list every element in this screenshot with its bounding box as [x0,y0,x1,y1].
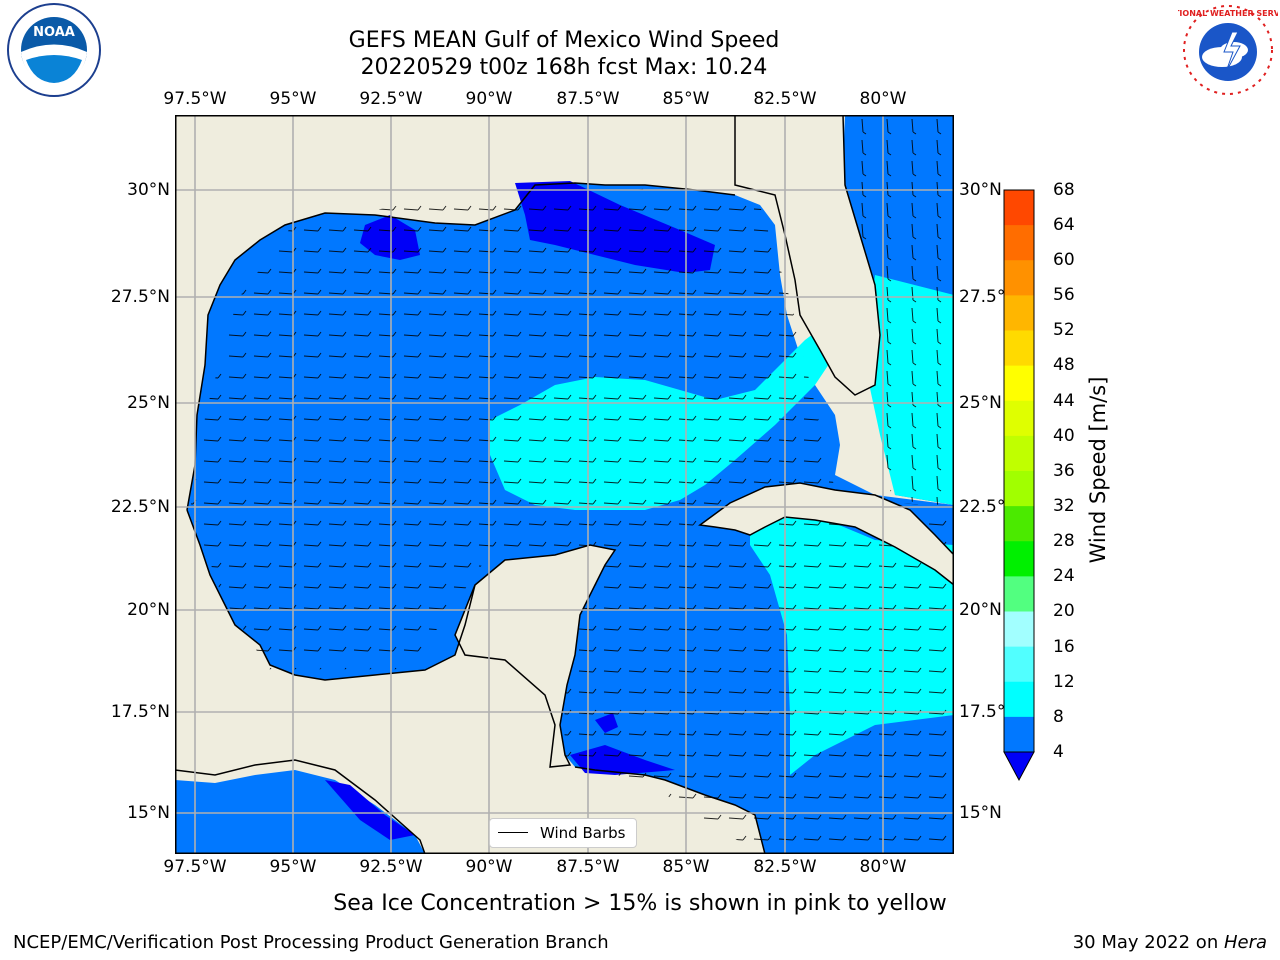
noaa-logo: NOAA [7,3,101,97]
lat-tick-left: 17.5°N [110,702,170,722]
colorbar-band [1004,260,1034,296]
lon-tick-top: 80°W [859,89,907,109]
lat-tick-left: 30°N [127,180,170,200]
lon-tick-top: 85°W [662,89,710,109]
lat-tick-right: 15°N [959,803,1002,823]
colorbar-band [1004,576,1034,612]
lon-tick-top: 90°W [465,89,513,109]
colorbar-band [1004,225,1034,261]
colorbar-tick: 60 [1053,250,1075,270]
lat-tick-left: 27.5°N [110,287,170,307]
cuba-island [698,482,954,586]
colorbar-band [1004,681,1034,718]
map-legend: Wind Barbs [489,818,637,848]
lat-tick-left: 20°N [127,600,170,620]
footer-credit: NCEP/EMC/Verification Post Processing Pr… [13,932,609,953]
colorbar-band [1004,541,1034,577]
colorbar-band [1004,611,1034,648]
colorbar-band [1004,506,1034,542]
lon-tick-top: 97.5°W [163,89,227,109]
chart-subtitle: 20220529 t00z 168h fcst Max: 10.24 [360,55,768,80]
lon-tick-bottom: 87.5°W [556,857,620,877]
noaa-logo-text: NOAA [33,25,75,40]
lon-tick-bottom: 82.5°W [753,857,817,877]
colorbar-tick: 12 [1053,672,1075,692]
footer-date-text: 30 May 2022 on [1072,932,1224,953]
lat-tick-left: 22.5°N [110,497,170,517]
colorbar-tick: 44 [1053,391,1075,411]
sea-ice-caption: Sea Ice Concentration > 15% is shown in … [333,891,947,916]
colorbar-band [1004,365,1034,402]
lon-tick-top: 82.5°W [753,89,817,109]
colorbar-band [1004,190,1034,226]
lat-tick-right: 30°N [959,180,1002,200]
lat-tick-right: 17.5°N [959,702,1019,722]
footer-host: Hera [1223,932,1267,953]
footer-date: 30 May 2022 on Hera [1000,932,1267,954]
colorbar-tick: 24 [1053,566,1075,586]
colorbar-band [1004,471,1034,507]
colorbar-tick: 16 [1053,637,1075,657]
lon-tick-bottom: 85°W [662,857,710,877]
lat-tick-left: 15°N [127,803,170,823]
mexico-coastline [186,509,476,681]
nws-logo-text: NATIONAL WEATHER SERVICE [1178,9,1278,18]
lon-tick-bottom: 92.5°W [359,857,423,877]
weak-wind-pacific [325,780,415,840]
colorbar-band [1004,400,1034,437]
lon-tick-top: 95°W [269,89,317,109]
colorbar-tick: 28 [1053,531,1075,551]
colorbar-tick: 48 [1053,355,1075,375]
lon-tick-bottom: 90°W [465,857,513,877]
yucatan-peninsula [454,544,617,768]
lon-tick-bottom: 97.5°W [163,857,227,877]
colorbar-tick: 8 [1053,707,1064,727]
nws-logo: NATIONAL WEATHER SERVICE [1178,4,1278,96]
colorbar-band [1004,435,1034,472]
colorbar-tick: 68 [1053,180,1075,200]
colorbar-band [1004,295,1034,331]
lat-tick-right: 25°N [959,393,1002,413]
lat-tick-right: 27.5°N [959,287,1019,307]
colorbar-band [1004,646,1034,683]
colorbar-tick: 20 [1053,601,1075,621]
colorbar [1003,189,1035,782]
graticule [175,115,954,854]
lat-tick-left: 25°N [127,393,170,413]
lat-tick-right: 22.5°N [959,497,1019,517]
colorbar-tick: 52 [1053,320,1075,340]
map-frame [175,115,954,854]
pacific-corner-water [175,770,425,854]
lon-tick-bottom: 95°W [269,857,317,877]
colorbar-extend-arrow [1003,751,1035,782]
colorbar-tick: 56 [1053,285,1075,305]
colorbar-tick: 32 [1053,496,1075,516]
florida-peninsula [734,115,881,396]
legend-line-swatch [498,832,528,833]
colorbar-tick: 40 [1053,426,1075,446]
lon-tick-bottom: 80°W [859,857,907,877]
chart-title: GEFS MEAN Gulf of Mexico Wind Speed [348,28,780,53]
colorbar-tick: 64 [1053,215,1075,235]
lon-tick-top: 87.5°W [556,89,620,109]
colorbar-band [1004,330,1034,367]
colorbar-tick: 4 [1053,742,1064,762]
colorbar-label: Wind Speed [m/s] [1086,376,1110,564]
colorbar-band [1004,716,1034,753]
lat-tick-right: 20°N [959,600,1002,620]
colorbar-frame [1003,189,1035,753]
lon-tick-top: 92.5°W [359,89,423,109]
legend-label: Wind Barbs [540,824,626,842]
colorbar-tick: 36 [1053,461,1075,481]
gulf-wind-map [175,115,954,854]
us-gulf-coastline [186,182,736,511]
